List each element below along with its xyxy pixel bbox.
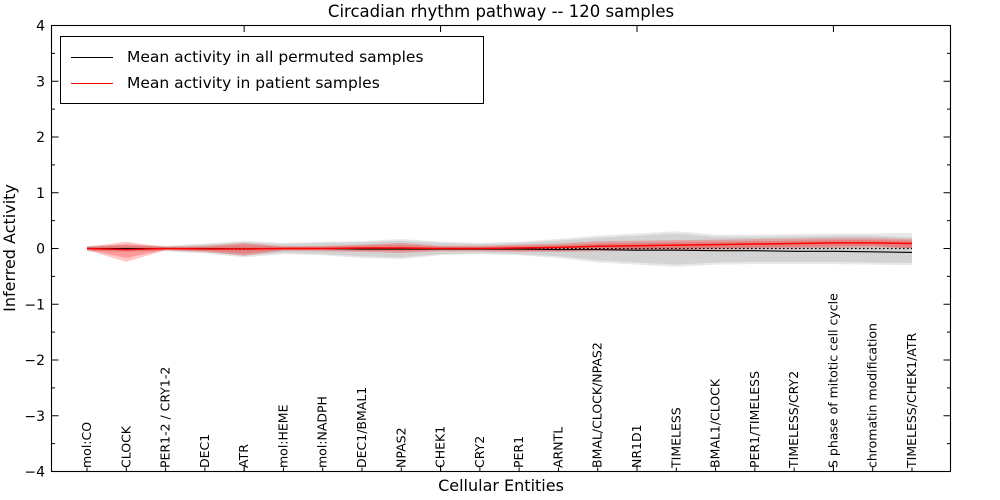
tick-labels-layer: −4 −3 −2 −1 0 1 2 3 4 mol:CO CLOCK PER1-2 / CRY1-2 D…: [24, 19, 919, 481]
y-tick-label: 3: [36, 74, 45, 90]
x-tick-label: BMAL1/CLOCK: [708, 378, 723, 468]
band-patient-range-outer: [87, 237, 912, 262]
x-tick-label: TIMELESS/CRY2: [786, 371, 801, 469]
plot-border: [50, 24, 952, 473]
x-tick-label: DEC1/BMAL1: [354, 387, 369, 468]
x-tick-label: PER1/TIMELESS: [747, 371, 762, 468]
x-tick-label: CHEK1: [433, 426, 448, 468]
x-axis-title: Cellular Entities: [438, 476, 564, 495]
y-tick-label: −4: [24, 465, 45, 481]
x-tick-label: PER1: [511, 436, 526, 468]
x-tick-label: TIMELESS/CHEK1/ATR: [904, 332, 919, 469]
x-tick-label: CLOCK: [118, 425, 133, 468]
y-tick-label: −1: [24, 297, 45, 313]
x-tick-label: mol:CO: [79, 422, 94, 468]
chart-title: Circadian rhythm pathway -- 120 samples: [328, 2, 674, 21]
y-tick-label: 0: [36, 242, 45, 258]
legend-line-sample-red: [71, 82, 113, 84]
x-tick-label: ATR: [236, 444, 251, 468]
x-tick-label: NR1D1: [629, 424, 644, 468]
y-tick-label: −2: [24, 353, 45, 369]
legend-label-patient: Mean activity in patient samples: [127, 74, 380, 92]
series-layer: [86, 242, 913, 253]
x-tick-label: chromatin modification: [865, 323, 880, 468]
x-tick-label: mol:NADPH: [315, 396, 330, 468]
y-tick-label: 4: [36, 19, 45, 35]
x-tick-label: TIMELESS: [668, 407, 683, 469]
x-tick-label: PER1-2 / CRY1-2: [158, 367, 173, 468]
x-tick-label: ARNTL: [550, 427, 565, 468]
x-tick-label: DEC1: [197, 434, 212, 468]
x-tick-label: mol:HEME: [275, 404, 290, 468]
legend-entry-patient: Mean activity in patient samples: [71, 70, 475, 96]
x-tick-label: CRY2: [472, 436, 487, 468]
y-axis-title: Inferred Activity: [0, 184, 19, 312]
y-tick-label: 1: [36, 186, 45, 202]
x-tick-label: BMAL/CLOCK/NPAS2: [590, 342, 605, 468]
series-line-patient-mean: [86, 242, 913, 251]
legend: Mean activity in all permuted samples Me…: [60, 36, 484, 104]
y-tick-label: 2: [36, 130, 45, 146]
legend-entry-permuted: Mean activity in all permuted samples: [71, 44, 475, 70]
y-tick-label: −3: [24, 409, 45, 425]
x-tick-label: NPAS2: [393, 427, 408, 468]
legend-line-sample-black: [71, 56, 113, 58]
legend-label-permuted: Mean activity in all permuted samples: [127, 48, 424, 66]
x-tick-label: S phase of mitotic cell cycle: [825, 293, 840, 468]
